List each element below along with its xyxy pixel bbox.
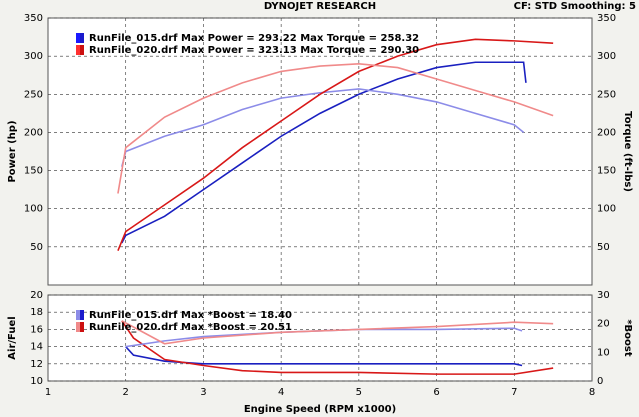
legend-swatch: [76, 45, 80, 55]
legend-text: RunFile_020.drf Max Power = 323.13 Max T…: [89, 45, 419, 56]
chart-title: DYNOJET RESEARCH: [264, 1, 376, 12]
legend-swatch: [80, 45, 84, 55]
x-tick-label: 5: [356, 387, 362, 398]
data-line: [121, 88, 525, 167]
x-tick-label: 7: [511, 387, 517, 398]
x-tick-label: 1: [45, 387, 51, 398]
legend-text: RunFile_015.drf Max *Boost = 18.40: [89, 310, 292, 321]
y-tick-label: 14: [30, 342, 43, 353]
y2-tick-label: 150: [597, 166, 616, 177]
legend-text: RunFile_015.drf Max Power = 293.22 Max T…: [89, 33, 419, 44]
x-tick-label: 8: [589, 387, 595, 398]
y2-axis-label: *Boost: [622, 319, 633, 357]
legend-swatch: [80, 322, 84, 332]
y-tick-label: 16: [30, 324, 43, 335]
legend-swatch: [80, 310, 84, 320]
chart-subtitle: CF: STD Smoothing: 5: [514, 1, 636, 12]
y2-tick-label: 100: [597, 204, 616, 215]
plot-area: [47, 294, 593, 382]
data-line: [117, 38, 554, 251]
y-tick-label: 150: [24, 166, 43, 177]
x-tick-label: 2: [123, 387, 129, 398]
y-tick-label: 50: [30, 242, 43, 253]
y2-tick-label: 50: [597, 242, 610, 253]
plot-area: [47, 17, 593, 286]
x-tick-label: 3: [200, 387, 206, 398]
y-tick-label: 18: [30, 307, 43, 318]
legend-text: RunFile_020.drf Max *Boost = 20.51: [89, 322, 292, 333]
x-axis-label: Engine Speed (RPM x1000): [244, 404, 396, 415]
y-tick-label: 300: [24, 51, 43, 62]
y-tick-label: 10: [30, 376, 43, 387]
y2-tick-label: 200: [597, 127, 616, 138]
legend-swatch: [76, 310, 80, 320]
data-line: [121, 320, 554, 375]
data-line: [121, 320, 554, 345]
y2-tick-label: 30: [597, 290, 610, 301]
y-axis-label: Air/Fuel: [7, 316, 18, 359]
y2-tick-label: 350: [597, 13, 616, 24]
y-tick-label: 20: [30, 290, 43, 301]
legend-swatch: [80, 33, 84, 43]
x-tick-label: 6: [433, 387, 439, 398]
y-tick-label: 100: [24, 204, 43, 215]
y-tick-label: 200: [24, 127, 43, 138]
y2-tick-label: 250: [597, 89, 616, 100]
x-tick-label: 4: [278, 387, 284, 398]
y2-axis-label: Torque (ft-lbs): [622, 111, 633, 192]
y2-tick-label: 20: [597, 319, 610, 330]
y-tick-label: 250: [24, 89, 43, 100]
legend-swatch: [76, 33, 80, 43]
y2-tick-label: 10: [597, 347, 610, 358]
data-line: [125, 346, 523, 367]
legend-swatch: [76, 322, 80, 332]
y-tick-label: 12: [30, 359, 43, 370]
data-line: [121, 61, 527, 244]
y-axis-label: Power (hp): [7, 120, 18, 182]
y2-tick-label: 300: [597, 51, 616, 62]
data-line: [117, 62, 554, 194]
y-tick-label: 350: [24, 13, 43, 24]
y2-tick-label: 0: [597, 376, 603, 387]
